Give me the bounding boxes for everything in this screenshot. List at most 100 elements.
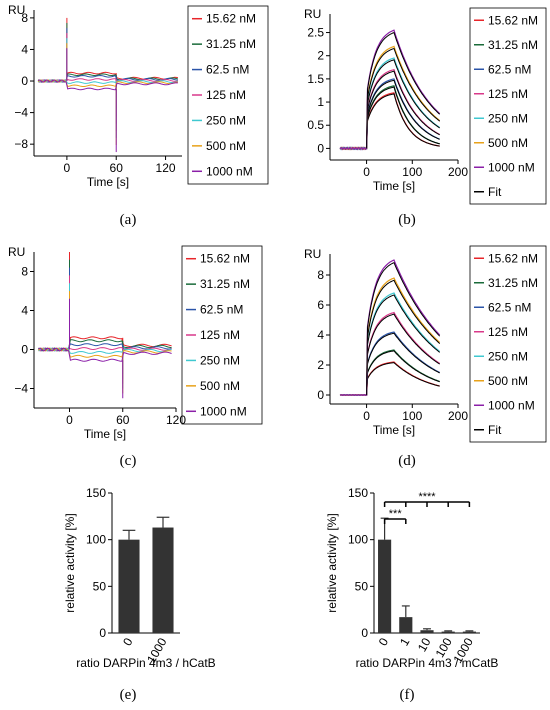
- caption-d: (d): [398, 453, 416, 469]
- y-tick-label-b: 2: [317, 49, 324, 63]
- fit-curve-b: [366, 31, 441, 149]
- fit-curve-d: [366, 332, 440, 396]
- bar-f: [378, 539, 392, 633]
- y-tick-label-d: 4: [317, 328, 324, 342]
- legend-entry-a: 500 nM: [206, 139, 246, 153]
- legend-entry-c: 1000 nM: [200, 404, 247, 418]
- x-tick-label-d: 100: [402, 409, 422, 423]
- y-tick-label-b: 1: [317, 95, 324, 109]
- fit-curve-d: [366, 313, 440, 396]
- y-tick-label-d: 0: [317, 388, 324, 402]
- y-tick-label-b: 1.5: [307, 72, 324, 86]
- legend-entry-d: 500 nM: [488, 374, 528, 388]
- x-tick-label-a: 60: [110, 161, 124, 175]
- trace-b: [339, 85, 440, 151]
- legend-entry-b: 15.62 nM: [488, 13, 538, 27]
- y-axis-label-b: RU: [304, 7, 321, 21]
- fit-curve-b: [366, 79, 440, 149]
- y-tick-label-a: −4: [14, 106, 28, 120]
- x-tick-label-e: 0: [120, 635, 136, 648]
- x-axis-label-b: Time [s]: [373, 179, 415, 193]
- legend-entry-d: 250 nM: [488, 349, 528, 363]
- x-tick-label-a: 0: [64, 161, 71, 175]
- bar-f: [462, 631, 476, 633]
- fit-curve-d: [366, 294, 441, 396]
- y-tick-label-b: 0: [317, 141, 324, 155]
- trace-d: [339, 349, 440, 396]
- x-tick-label-f: 0: [376, 635, 392, 648]
- legend-entry-b: 62.5 nM: [488, 62, 531, 76]
- bar-e: [152, 527, 174, 633]
- y-axis-label-d: RU: [304, 247, 321, 261]
- caption-e: (e): [119, 687, 137, 703]
- significance-label-f: ****: [418, 491, 436, 503]
- y-tick-label-c: 0: [21, 343, 28, 357]
- y-tick-label-d: 6: [317, 298, 324, 312]
- legend-entry-a: 15.62 nM: [206, 12, 256, 26]
- x-tick-label-c: 60: [116, 413, 130, 427]
- trace-d: [339, 311, 441, 396]
- caption-a: (a): [119, 212, 137, 228]
- x-tick-label-a: 120: [156, 161, 176, 175]
- y-tick-label-c: −4: [14, 382, 28, 396]
- x-tick-label-c: 0: [66, 413, 73, 427]
- trace-d: [339, 292, 441, 396]
- fit-curve-b: [366, 47, 441, 149]
- legend-entry-c: 500 nM: [200, 379, 240, 393]
- fit-curve-b: [366, 70, 440, 149]
- legend-box-b: [469, 7, 547, 205]
- legend-entry-fit-d: Fit: [488, 423, 502, 437]
- legend-entry-c: 15.62 nM: [200, 252, 250, 266]
- trace-c: [38, 347, 172, 352]
- y-tick-label-a: −8: [14, 137, 28, 151]
- y-tick-label-e: 100: [86, 533, 106, 547]
- y-tick-label-b: 2.5: [307, 26, 324, 40]
- trace-c: [38, 347, 172, 362]
- x-tick-label-f: 10: [415, 635, 434, 654]
- bar-e: [118, 539, 140, 633]
- bar-f: [399, 617, 413, 633]
- legend-entry-a: 250 nM: [206, 113, 246, 127]
- x-tick-label-f: 1: [397, 635, 413, 648]
- y-tick-label-c: 8: [21, 265, 28, 279]
- bar-f: [441, 631, 455, 633]
- y-axis-label-c: RU: [8, 245, 25, 259]
- y-tick-label-a: 0: [21, 74, 28, 88]
- legend-entry-b: 125 nM: [488, 87, 528, 101]
- legend-entry-b: 1000 nM: [488, 160, 535, 174]
- y-tick-label-c: 4: [21, 304, 28, 318]
- x-tick-label-b: 200: [448, 165, 468, 179]
- caption-b: (b): [398, 212, 416, 228]
- trace-a: [37, 79, 178, 91]
- x-tick-label-d: 200: [448, 409, 468, 423]
- x-tick-label-b: 0: [363, 165, 370, 179]
- fit-curve-b: [366, 59, 440, 149]
- y-tick-label-b: 0.5: [307, 118, 324, 132]
- x-axis-label-d: Time [s]: [373, 423, 415, 437]
- legend-entry-a: 62.5 nM: [206, 63, 249, 77]
- x-tick-label-d: 0: [363, 409, 370, 423]
- fit-curve-b: [366, 86, 440, 149]
- legend-box-c: [181, 245, 263, 425]
- y-axis-label-e: relative activity [%]: [63, 513, 77, 612]
- trace-d: [339, 361, 440, 396]
- y-tick-label-f: 0: [361, 626, 368, 640]
- y-axis-label-a: RU: [8, 3, 25, 17]
- y-tick-label-e: 50: [93, 579, 107, 593]
- trace-d: [339, 259, 441, 396]
- legend-entry-b: 500 nM: [488, 136, 528, 150]
- legend-entry-d: 31.25 nM: [488, 276, 538, 290]
- legend-entry-c: 250 nM: [200, 353, 240, 367]
- y-tick-label-d: 2: [317, 358, 324, 372]
- fit-curve-d: [366, 362, 440, 396]
- legend-entry-d: 125 nM: [488, 325, 528, 339]
- y-tick-label-d: 8: [317, 268, 324, 282]
- trace-b: [339, 57, 441, 151]
- fit-curve-b: [366, 93, 440, 149]
- caption-f: (f): [399, 687, 415, 703]
- y-tick-label-e: 150: [86, 486, 106, 500]
- legend-entry-d: 15.62 nM: [488, 251, 538, 265]
- fit-curve-d: [366, 279, 441, 396]
- legend-entry-a: 31.25 nM: [206, 37, 256, 51]
